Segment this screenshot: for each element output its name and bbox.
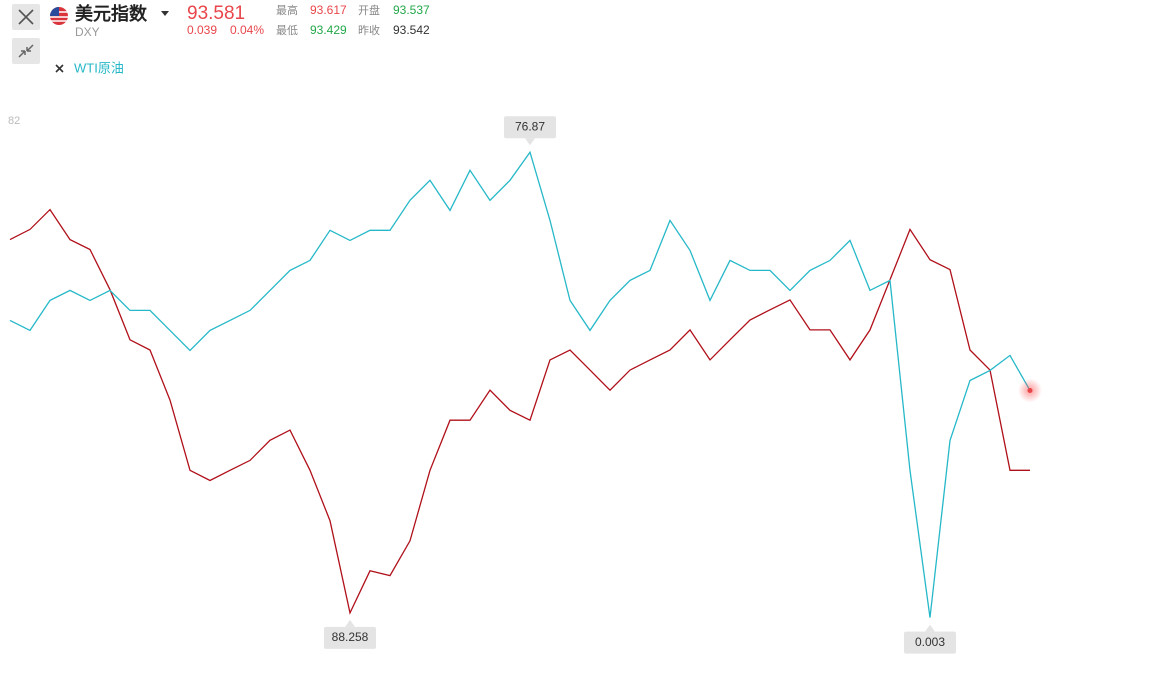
extreme-annotation: 0.003 (904, 624, 956, 654)
annotation-pointer (525, 138, 535, 146)
annotation-label: 76.87 (515, 119, 545, 133)
series-line (9, 208, 1030, 615)
stat-value: 93.617 (310, 3, 347, 17)
legend-remove[interactable] (55, 64, 64, 73)
y-tick-label: 82 (8, 115, 20, 127)
change-pct: 0.04% (230, 23, 264, 37)
stat-value: 93.542 (393, 23, 430, 37)
stat-label: 最高 (276, 3, 298, 17)
annotation-pointer (345, 619, 355, 627)
current-dot (1027, 387, 1033, 393)
symbol-code: DXY (75, 25, 100, 39)
collapse-icon (18, 44, 34, 58)
price: 93.581 (187, 3, 245, 24)
series-line (9, 150, 1031, 618)
stat-value: 93.537 (393, 3, 430, 17)
stat-value: 93.429 (310, 23, 347, 37)
close-icon (18, 9, 34, 25)
annotation-pointer (925, 624, 935, 632)
stat-label: 昨收 (358, 23, 380, 37)
collapse-button[interactable] (12, 38, 40, 64)
flag-icon (50, 7, 68, 25)
stat-label: 最低 (276, 24, 298, 37)
symbol-name[interactable]: 美元指数 (75, 3, 148, 24)
dropdown-arrow[interactable] (161, 11, 169, 16)
annotation-label: 88.258 (332, 630, 369, 644)
annotation-box (324, 626, 376, 649)
annotation-box (504, 116, 556, 139)
extreme-annotation: 88.258 (324, 619, 376, 649)
extreme-annotation: 76.87 (504, 116, 556, 146)
legend-entry[interactable]: WTI原油 (74, 60, 124, 75)
annotation-box (904, 631, 956, 654)
change: 0.039 (187, 23, 217, 37)
stat-label: 开盘 (358, 3, 380, 17)
annotation-label: 0.003 (915, 635, 945, 649)
